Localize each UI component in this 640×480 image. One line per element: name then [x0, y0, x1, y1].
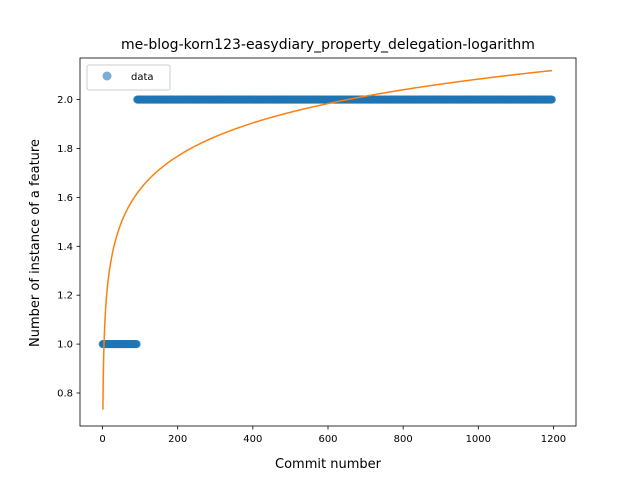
x-tick-label: 600 [318, 434, 337, 445]
y-tick-label: 1.8 [57, 144, 73, 155]
legend-marker-data [102, 71, 112, 81]
legend-label-data: data [131, 72, 154, 83]
chart-title: me-blog-korn123-easydiary_property_deleg… [121, 37, 535, 53]
x-tick-label: 1000 [466, 434, 491, 445]
data-points [98, 95, 556, 349]
y-tick-label: 1.6 [57, 193, 73, 204]
legend: data [86, 64, 171, 91]
fit-curve-line [102, 69, 553, 410]
data-point [132, 340, 141, 349]
y-tick-label: 2.0 [57, 95, 73, 106]
x-tick-label: 1200 [541, 434, 566, 445]
x-axis-label: Commit number [275, 457, 382, 472]
x-tick-label: 0 [99, 434, 105, 445]
x-tick-label: 800 [394, 434, 413, 445]
plot-area [98, 69, 556, 410]
y-axis-label: Number of instance of a feature [28, 139, 43, 347]
y-tick-label: 1.2 [57, 291, 73, 302]
legend-box [86, 64, 171, 91]
x-tick-label: 400 [243, 434, 262, 445]
y-tick-label: 1.4 [57, 242, 73, 253]
data-point [547, 95, 556, 104]
y-tick-label: 0.8 [57, 388, 73, 399]
axes: 0 200 400 600 800 1000 1200 0.8 1.0 1.2 1.4 1.6 1.8 2… [57, 57, 577, 445]
x-tick-label: 200 [168, 434, 187, 445]
y-tick-label: 1.0 [57, 340, 73, 351]
